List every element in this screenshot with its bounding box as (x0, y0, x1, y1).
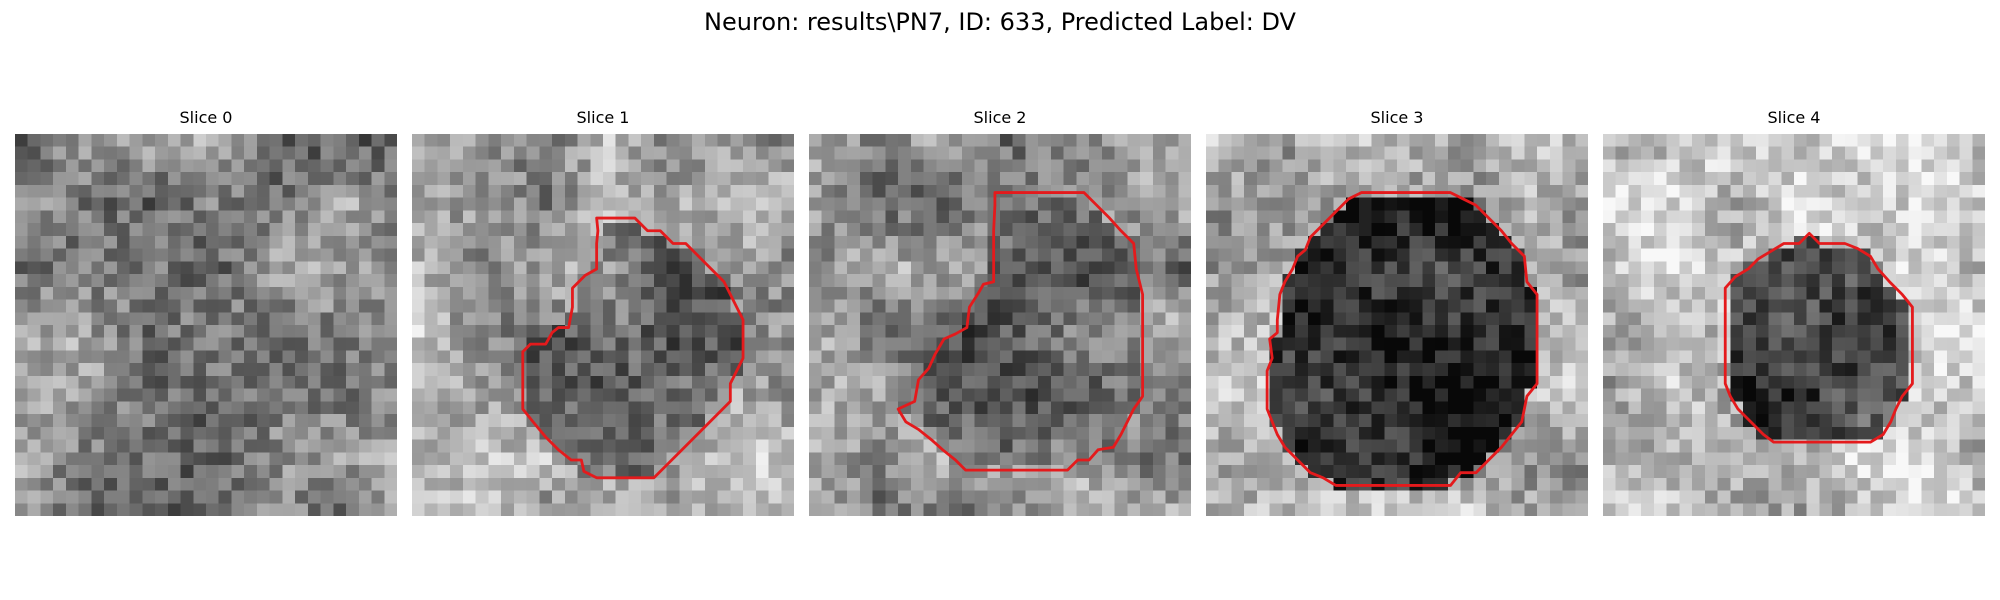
slice-panel-2: Slice 2 (809, 108, 1191, 516)
slice-image-2 (809, 134, 1191, 516)
slice-4-contour (1723, 231, 1914, 444)
slice-2-contour (896, 191, 1145, 472)
slice-title-0: Slice 0 (179, 108, 233, 127)
slice-image-3 (1206, 134, 1588, 516)
slice-title-1: Slice 1 (576, 108, 630, 127)
slice-2-pixel-grid (809, 134, 1191, 516)
slice-panel-1: Slice 1 (412, 108, 794, 516)
slice-3-contour (1265, 191, 1539, 487)
slice-title-2: Slice 2 (973, 108, 1027, 127)
slice-image-4 (1603, 134, 1985, 516)
slice-title-4: Slice 4 (1767, 108, 1821, 127)
slice-3-pixel-grid (1206, 134, 1588, 516)
figure-title: Neuron: results\PN7, ID: 633, Predicted … (704, 8, 1296, 36)
slice-panel-0: Slice 0 (15, 108, 397, 516)
slice-1-pixels (412, 134, 794, 516)
slice-image-0 (15, 134, 397, 516)
slice-1-pixel-grid (412, 134, 794, 516)
slice-panel-3: Slice 3 (1206, 108, 1588, 516)
slice-0-pixel-grid (15, 134, 397, 516)
slice-image-1 (412, 134, 794, 516)
slice-1-contour (521, 216, 745, 480)
slice-0-pixels (15, 134, 397, 516)
slice-3-pixels (1206, 134, 1588, 516)
slice-4-pixel-grid (1603, 134, 1985, 516)
slice-2-pixels (809, 134, 1191, 516)
slice-4-pixels (1603, 134, 1985, 516)
slice-panel-4: Slice 4 (1603, 108, 1985, 516)
slice-title-3: Slice 3 (1370, 108, 1424, 127)
